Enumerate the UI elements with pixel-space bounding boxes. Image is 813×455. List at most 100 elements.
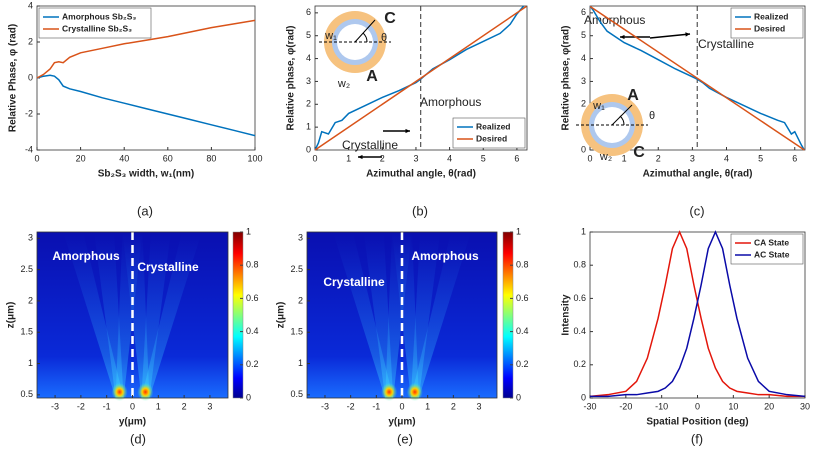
heatmap-beam [332,232,394,398]
colorbar-tick-label: 0.8 [246,260,259,270]
x-tick-label: 2 [182,401,187,411]
y-tick-label: 2.5 [290,264,303,274]
y-tick-label: 0 [581,392,586,402]
x-tick-label: 1 [425,401,430,411]
x-tick-label: 4 [724,153,729,163]
heatmap-hotspot [111,383,128,401]
y-tick-label: 6 [306,7,311,17]
annotation: Crystalline [342,138,398,152]
annotation: Crystalline [698,37,754,51]
colorbar-tick-label: 0 [516,392,521,402]
y-axis-label: z(μm) [6,302,17,329]
y-tick-label: 4 [28,0,33,10]
x-tick-label: 3 [413,153,418,163]
series-line [36,19,256,79]
legend-box [452,117,526,149]
x-tick-label: 5 [481,153,486,163]
y-tick-label: 0 [306,144,311,154]
y-tick-label: 0 [581,144,586,154]
annotation: Amorphous [420,95,481,109]
y-axis-label: Relative phase, φ(rad) [561,26,572,131]
x-tick-label: 20 [764,401,774,411]
x-tick-label: 80 [206,153,216,163]
legend-label: AC State [754,249,790,259]
series-line [590,230,806,398]
x-tick-label: 40 [119,153,129,163]
annotation: Amorphous [411,249,479,263]
arrow-head [620,34,625,40]
heatmap-beam [63,232,124,398]
y-tick-label: -2 [25,108,33,118]
legend-label: Realized [754,11,789,21]
x-tick-label: -1 [103,401,111,411]
colorbar-tick-label: 0.2 [516,359,529,369]
series-line [314,5,525,151]
legend-label: CA State [754,237,789,247]
y-tick-label: 1 [581,226,586,236]
legend-label: Desired [754,23,785,33]
inset-label: w₂ [337,78,350,90]
x-tick-label: 2 [380,153,385,163]
heatmap-beam [94,232,124,398]
heatmap-beam [141,232,171,398]
inset-radius [354,19,376,43]
legend-label: Crystalline Sb₂S₃ [62,23,132,33]
x-tick-label: -3 [51,401,59,411]
legend-label: Amorphous Sb₂S₃ [62,11,136,21]
x-tick-label: 10 [728,401,738,411]
y-axis-label: Intensity [561,294,572,336]
legend-box [38,7,152,39]
x-tick-label: -2 [347,401,355,411]
inset-label: θ [381,32,387,44]
y-tick-label: 3 [581,76,586,86]
series-line [36,74,256,137]
legend-label: Realized [476,121,511,131]
inset-label: A [627,87,639,104]
y-tick-label: 0.5 [290,389,303,399]
inset-label: w₂ [599,151,612,163]
x-tick-label: 2 [656,153,661,163]
x-tick-label: 100 [247,153,262,163]
panel-caption: (e) [397,431,413,446]
legend-box [730,233,804,265]
y-tick-label: 3 [28,233,33,243]
arrow-head [685,32,690,37]
x-tick-label: 3 [477,401,482,411]
colorbar-tick-label: 0.6 [516,293,529,303]
x-tick-label: 0 [130,401,135,411]
y-tick-label: 2 [28,36,33,46]
colorbar-tick-label: 0.2 [246,359,259,369]
colorbar-tick-label: 0 [246,392,251,402]
colorbar [502,231,514,399]
inset-radius [611,104,633,126]
x-tick-label: 60 [163,153,173,163]
colorbar-tick-label: 0.6 [246,293,259,303]
x-tick-label: 0 [587,153,592,163]
x-tick-label: 20 [76,153,86,163]
inset-label: C [384,10,396,27]
y-tick-label: 1 [298,358,303,368]
y-axis-label: Relative Phase, φ (rad) [8,24,19,132]
y-tick-label: 5 [581,30,586,40]
x-axis-label: Sb₂S₃ width, w₁(nm) [98,169,195,180]
y-axis-label: z(μm) [276,302,287,329]
x-axis-label: Spatial Position (deg) [646,417,748,428]
annotation: Amorphous [52,249,120,263]
x-tick-label: 30 [800,401,810,411]
x-tick-label: -10 [655,401,668,411]
heatmap-beam [141,232,202,398]
series-line [589,5,805,151]
x-axis-label: y(μm) [119,417,146,428]
arrow-head [405,128,410,134]
y-tick-label: 0.4 [573,326,586,336]
annotation: Amorphous [584,13,645,27]
annotation: Crystalline [137,260,199,274]
colorbar [232,231,244,399]
y-tick-label: 6 [581,7,586,17]
y-tick-label: 1.5 [290,327,303,337]
heatmap-hotspot [381,383,398,401]
y-tick-label: 0.6 [573,293,586,303]
arrow [649,33,691,39]
y-tick-label: 4 [306,53,311,63]
y-tick-label: 3 [298,233,303,243]
